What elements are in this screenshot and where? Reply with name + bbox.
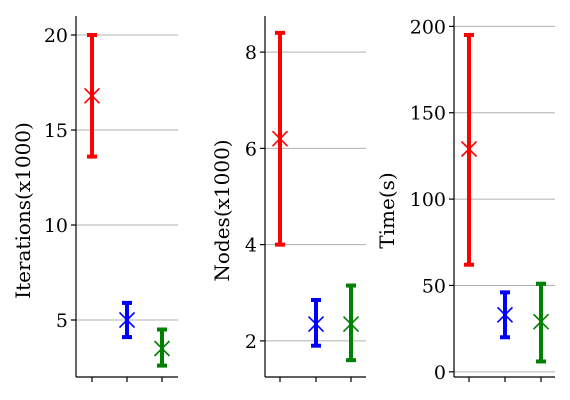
y-tick-label: 20 bbox=[44, 25, 68, 47]
mean-marker bbox=[460, 140, 478, 158]
mean-marker bbox=[118, 311, 136, 329]
mean-marker bbox=[532, 313, 550, 330]
mean-marker bbox=[153, 340, 171, 357]
mean-marker bbox=[496, 306, 514, 323]
y-tick-label: 8 bbox=[245, 42, 257, 64]
y-tick-label: 15 bbox=[44, 120, 68, 142]
y-tick-label: 200 bbox=[410, 16, 446, 38]
mean-marker bbox=[307, 315, 325, 333]
y-tick-label: 5 bbox=[56, 310, 68, 332]
mean-marker bbox=[342, 315, 360, 333]
mean-marker bbox=[83, 87, 101, 104]
y-tick-label: 10 bbox=[44, 215, 68, 237]
y-axis-label: Time(s) bbox=[375, 172, 399, 248]
y-tick-label: 6 bbox=[245, 138, 257, 160]
y-tick-label: 0 bbox=[434, 362, 446, 384]
y-tick-label: 50 bbox=[422, 275, 446, 297]
y-axis-label: Nodes(x1000) bbox=[210, 139, 234, 281]
y-axis-label: Iterations(x1000) bbox=[11, 122, 35, 299]
y-tick-label: 2 bbox=[245, 331, 257, 353]
y-tick-label: 100 bbox=[410, 189, 446, 211]
mean-marker bbox=[271, 130, 289, 147]
y-tick-label: 150 bbox=[410, 103, 446, 125]
y-tick-label: 4 bbox=[245, 235, 257, 257]
